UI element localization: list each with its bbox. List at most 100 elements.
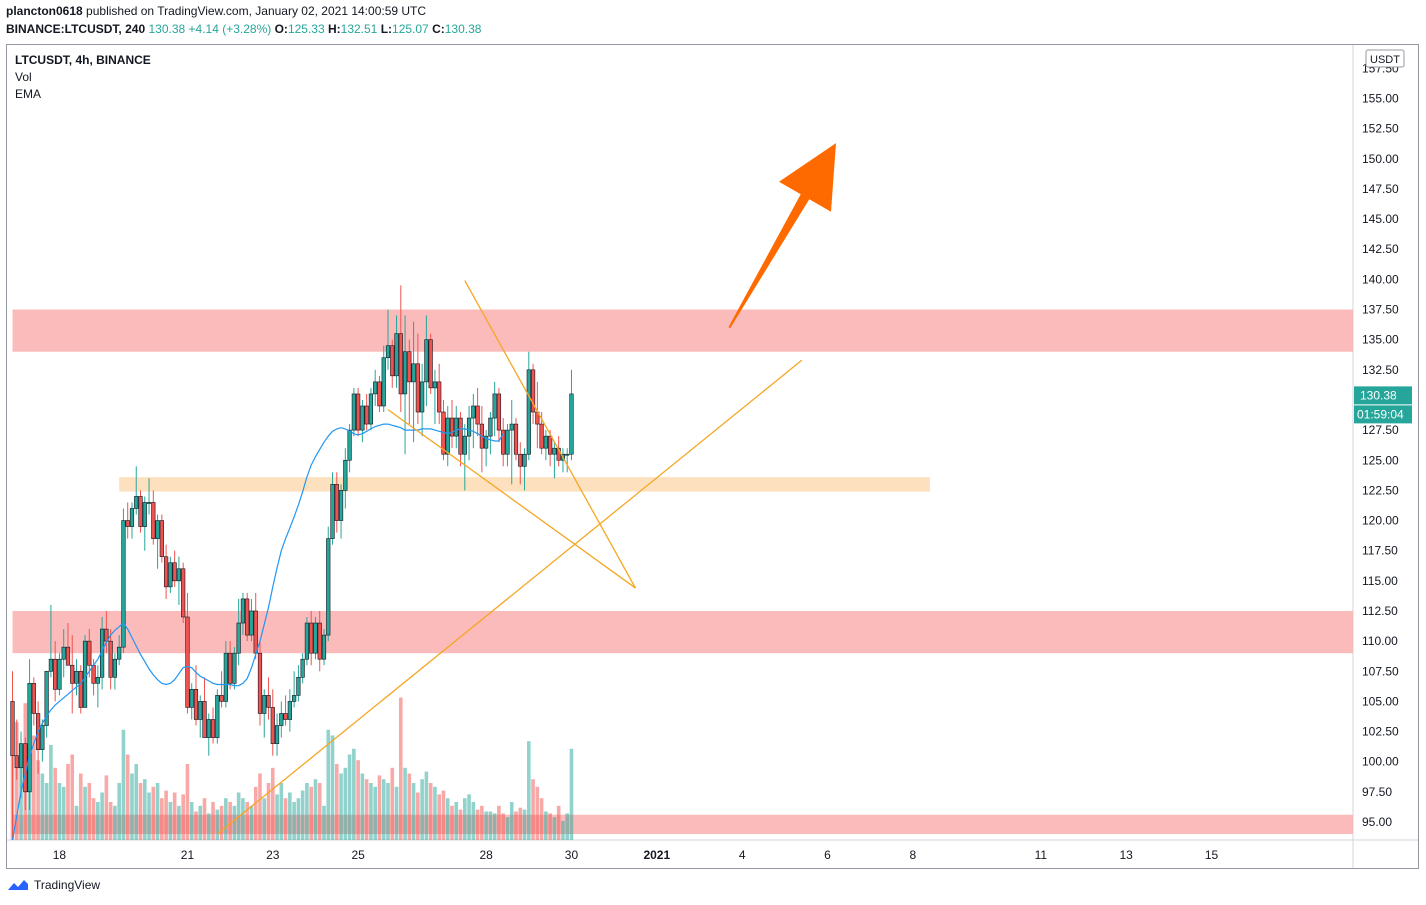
candle-body	[279, 713, 284, 726]
candle-body	[287, 701, 292, 720]
volume-bar	[83, 786, 87, 840]
volume-bar	[160, 798, 164, 840]
price-tick-label: 107.50	[1362, 664, 1399, 678]
volume-bar	[36, 760, 40, 840]
volume-bar	[471, 802, 476, 840]
price-tick-label: 100.00	[1362, 755, 1399, 769]
candle-body	[334, 484, 339, 521]
volume-bar	[198, 805, 203, 840]
candle-body	[262, 695, 267, 714]
trendline	[387, 409, 636, 589]
candle-body	[78, 670, 83, 708]
candle-body	[475, 405, 480, 425]
volume-bar	[420, 779, 424, 840]
candle-body	[138, 496, 143, 527]
candle-body	[415, 363, 420, 413]
volume-bar	[121, 729, 126, 840]
candle-body	[172, 562, 177, 582]
time-tick-label: 21	[181, 848, 195, 862]
footer-brand[interactable]: TradingView	[6, 878, 100, 892]
candle-body	[189, 689, 194, 708]
time-tick-label: 8	[909, 848, 916, 862]
volume-bar	[300, 790, 305, 840]
candle-body	[266, 695, 271, 708]
volume-bar	[518, 807, 523, 840]
volume-bar	[104, 775, 109, 840]
volume-bar	[279, 783, 284, 840]
close-label: C:	[432, 22, 445, 36]
volume-bar	[14, 722, 19, 840]
candle-body	[95, 676, 100, 684]
volume-bar	[522, 809, 527, 840]
price-tick-label: 147.50	[1362, 182, 1399, 196]
candle-body	[338, 490, 344, 521]
volume-bar	[305, 783, 309, 840]
volume-bar	[232, 805, 237, 840]
last-price: 130.38	[148, 22, 186, 36]
price-tick-label: 132.50	[1362, 363, 1399, 377]
candle-body	[57, 658, 62, 690]
candle-body	[61, 646, 66, 660]
candle-body	[402, 351, 408, 395]
volume-bar	[492, 813, 497, 840]
candle-body	[539, 423, 544, 449]
volume-bar	[514, 811, 518, 840]
volume-bar	[177, 805, 181, 840]
candle-body	[321, 634, 327, 660]
time-tick-label: 30	[565, 848, 579, 862]
candle-body	[543, 435, 548, 449]
candle-body	[274, 725, 280, 744]
candle-body	[471, 405, 476, 419]
candle-body	[48, 658, 54, 672]
candle-body	[164, 556, 169, 588]
resistance-zone	[12, 814, 1353, 835]
candle-body	[347, 429, 352, 461]
volume-bar	[49, 745, 53, 840]
candle-body	[411, 363, 416, 383]
volume-bar	[296, 798, 301, 840]
volume-bar	[138, 783, 143, 840]
volume-bar	[249, 805, 254, 840]
candle-body	[420, 381, 425, 413]
candle-body	[552, 447, 557, 455]
candle-body	[492, 393, 497, 419]
candle-body	[181, 568, 186, 618]
candle-body	[488, 417, 493, 437]
volume-bar	[100, 792, 104, 840]
volume-bar	[147, 792, 151, 840]
volume-bar	[61, 786, 66, 840]
volume-bar	[262, 798, 267, 840]
candle-body	[245, 598, 250, 636]
candle-body	[505, 429, 510, 455]
volume-bar	[339, 773, 343, 840]
volume-bar	[390, 767, 395, 840]
volume-bar	[189, 802, 194, 840]
chart-frame	[6, 44, 1419, 869]
time-tick-label: 23	[266, 848, 280, 862]
candle-body	[134, 496, 139, 509]
published-text: published on TradingView.com, January 02…	[86, 4, 427, 18]
candle-body	[270, 707, 275, 744]
volume-bar	[134, 764, 139, 840]
volume-bar	[531, 779, 535, 840]
volume-bar	[386, 783, 390, 840]
time-tick-label: 4	[739, 848, 746, 862]
open-label: O:	[274, 22, 288, 36]
volume-bar	[44, 783, 49, 840]
volume-bar	[322, 805, 326, 840]
candle-body	[223, 652, 228, 702]
candle-body	[176, 568, 182, 582]
volume-bar	[475, 809, 480, 840]
price-tick-label: 127.50	[1362, 423, 1399, 437]
candle-body	[385, 345, 391, 359]
candle-body	[18, 743, 24, 769]
candle-body	[228, 652, 233, 684]
candle-body	[458, 417, 463, 455]
tradingview-cloud-icon	[8, 880, 28, 890]
candle-body	[381, 357, 386, 407]
candle-body	[87, 640, 92, 666]
candle-body	[168, 562, 173, 588]
price-tick-label: 125.00	[1362, 453, 1399, 467]
price-tick-label: 120.00	[1362, 514, 1399, 528]
